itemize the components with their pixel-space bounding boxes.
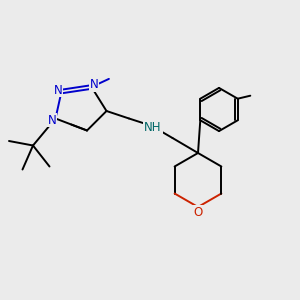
Text: O: O: [194, 206, 202, 219]
Text: N: N: [53, 83, 62, 97]
Text: NH: NH: [144, 121, 162, 134]
Text: N: N: [47, 113, 56, 127]
Text: N: N: [89, 78, 98, 91]
